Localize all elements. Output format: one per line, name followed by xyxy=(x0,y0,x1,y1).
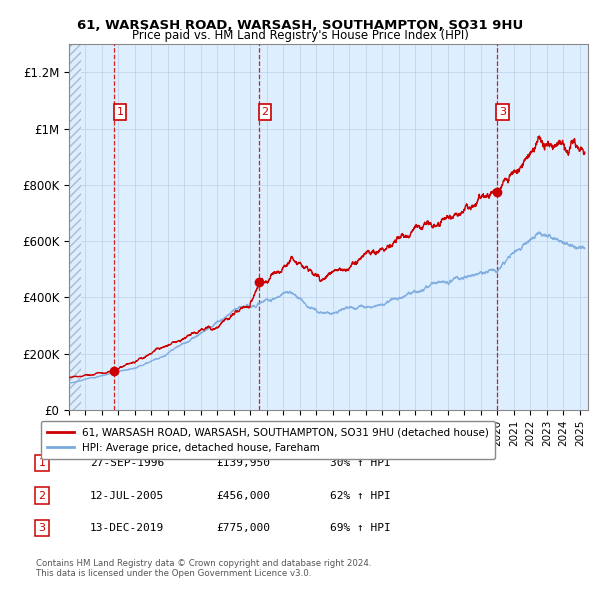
Text: This data is licensed under the Open Government Licence v3.0.: This data is licensed under the Open Gov… xyxy=(36,569,311,578)
Text: 1: 1 xyxy=(38,458,46,468)
Text: £456,000: £456,000 xyxy=(216,491,270,500)
Text: 3: 3 xyxy=(38,523,46,533)
Text: 69% ↑ HPI: 69% ↑ HPI xyxy=(330,523,391,533)
Text: Contains HM Land Registry data © Crown copyright and database right 2024.: Contains HM Land Registry data © Crown c… xyxy=(36,559,371,568)
Text: Price paid vs. HM Land Registry's House Price Index (HPI): Price paid vs. HM Land Registry's House … xyxy=(131,30,469,42)
Text: £139,950: £139,950 xyxy=(216,458,270,468)
Text: 1: 1 xyxy=(116,107,124,117)
Bar xyxy=(69,44,81,410)
Legend: 61, WARSASH ROAD, WARSASH, SOUTHAMPTON, SO31 9HU (detached house), HPI: Average : 61, WARSASH ROAD, WARSASH, SOUTHAMPTON, … xyxy=(41,421,495,459)
Text: 62% ↑ HPI: 62% ↑ HPI xyxy=(330,491,391,500)
Text: £775,000: £775,000 xyxy=(216,523,270,533)
Text: 3: 3 xyxy=(499,107,506,117)
Text: 2: 2 xyxy=(38,491,46,500)
Text: 12-JUL-2005: 12-JUL-2005 xyxy=(90,491,164,500)
Text: 27-SEP-1996: 27-SEP-1996 xyxy=(90,458,164,468)
Text: 61, WARSASH ROAD, WARSASH, SOUTHAMPTON, SO31 9HU: 61, WARSASH ROAD, WARSASH, SOUTHAMPTON, … xyxy=(77,19,523,32)
Text: 2: 2 xyxy=(262,107,269,117)
Text: 30% ↑ HPI: 30% ↑ HPI xyxy=(330,458,391,468)
Text: 13-DEC-2019: 13-DEC-2019 xyxy=(90,523,164,533)
